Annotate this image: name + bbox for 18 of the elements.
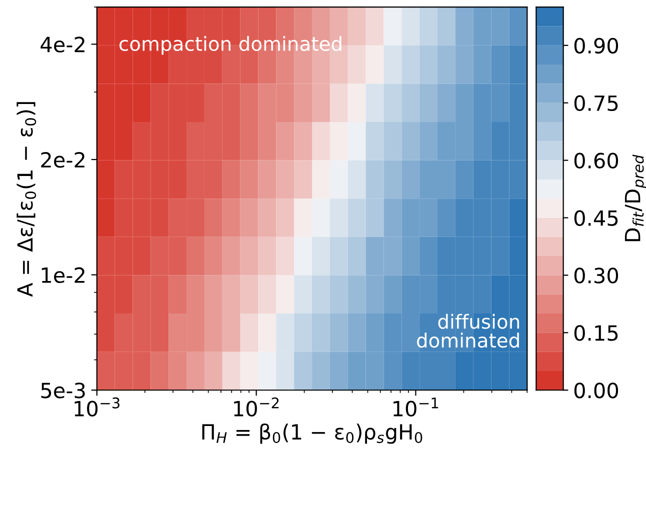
y-tick-label: 2e-2 — [41, 152, 84, 168]
x-tick-label: 10$^{−1}$ — [394, 398, 438, 417]
color-bar-label: 0.60 — [574, 152, 618, 169]
annotation: compaction dominated — [119, 36, 342, 55]
y-tick-label: 5e-3 — [41, 382, 85, 398]
color-bar-label: 0.45 — [574, 210, 618, 226]
color-bar-label: 0.00 — [574, 382, 618, 398]
color-bar-label: 0.30 — [574, 268, 618, 284]
x-tick-label: 10$^{−3}$ — [74, 397, 120, 417]
y-tick-label: 1e-2 — [42, 267, 84, 284]
y-tick-label: 4e-2 — [40, 36, 84, 52]
color-bar-label: 0.15 — [574, 325, 618, 341]
color-bar-label: 0.90 — [574, 38, 618, 54]
text: Π$_{H}$ = β$_{0}$(1 − ε$_{0}$)ρ$_{s}$gH$_{0}$ — [202, 423, 422, 444]
color-bar-label: 0.75 — [574, 95, 618, 112]
x-tick-label: 10$^{−2}$ — [234, 397, 279, 417]
annotation: diffusion dominated — [417, 314, 520, 348]
y-axis-title: A = Δε/[ε$_{0}$(1 − ε$_{0}$)] — [16, 102, 36, 297]
